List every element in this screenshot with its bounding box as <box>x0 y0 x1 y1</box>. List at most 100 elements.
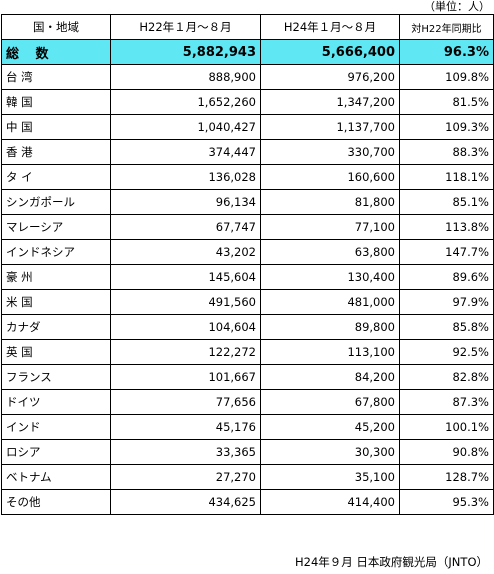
country-name: その他 <box>1 489 111 515</box>
value-h22: 67,747 <box>110 214 261 240</box>
country-name: カナダ <box>1 314 111 340</box>
value-ratio: 147.7% <box>399 239 494 265</box>
table-row: 香 港 374,447 330,700 88.3% <box>1 139 494 165</box>
country-name: インドネシア <box>1 239 111 265</box>
value-h24: 35,100 <box>260 464 400 490</box>
table-row: マレーシア 67,747 77,100 113.8% <box>1 214 494 240</box>
value-h24: 89,800 <box>260 314 400 340</box>
source-note: H24年９月 日本政府観光局（JNTO） <box>294 555 488 569</box>
value-ratio: 85.1% <box>399 189 494 215</box>
unit-note: （単位：人） <box>424 0 490 13</box>
header-h22: H22年１月～８月 <box>110 14 261 40</box>
table-row: シンガポール 96,134 81,800 85.1% <box>1 189 494 215</box>
value-h24: 1,347,200 <box>260 89 400 115</box>
value-h24: 1,137,700 <box>260 114 400 140</box>
value-h22: 136,028 <box>110 164 261 190</box>
value-h22: 27,270 <box>110 464 261 490</box>
country-name: ドイツ <box>1 389 111 415</box>
value-ratio: 118.1% <box>399 164 494 190</box>
value-ratio: 95.3% <box>399 489 494 515</box>
country-name: 英 国 <box>1 339 111 365</box>
value-h22: 33,365 <box>110 439 261 465</box>
value-ratio: 82.8% <box>399 364 494 390</box>
value-ratio: 81.5% <box>399 89 494 115</box>
table-row: カナダ 104,604 89,800 85.8% <box>1 314 494 340</box>
country-name: マレーシア <box>1 214 111 240</box>
value-ratio: 109.8% <box>399 64 494 90</box>
value-h24: 414,400 <box>260 489 400 515</box>
value-ratio: 92.5% <box>399 339 494 365</box>
value-ratio: 88.3% <box>399 139 494 165</box>
country-name: インド <box>1 414 111 440</box>
table-row: 中 国 1,040,427 1,137,700 109.3% <box>1 114 494 140</box>
header-region: 国・地域 <box>1 14 111 40</box>
table-row: タ イ 136,028 160,600 118.1% <box>1 164 494 190</box>
value-h22: 101,667 <box>110 364 261 390</box>
country-name: 米 国 <box>1 289 111 315</box>
value-h22: 145,604 <box>110 264 261 290</box>
value-h22: 434,625 <box>110 489 261 515</box>
country-name: タ イ <box>1 164 111 190</box>
table-row: 台 湾 888,900 976,200 109.8% <box>1 64 494 90</box>
value-h24: 976,200 <box>260 64 400 90</box>
value-ratio: 100.1% <box>399 414 494 440</box>
value-h22: 1,040,427 <box>110 114 261 140</box>
value-h22: 122,272 <box>110 339 261 365</box>
value-h24: 330,700 <box>260 139 400 165</box>
value-h22: 96,134 <box>110 189 261 215</box>
country-name: 豪 州 <box>1 264 111 290</box>
table-row: 英 国 122,272 113,100 92.5% <box>1 339 494 365</box>
value-h24: 63,800 <box>260 239 400 265</box>
value-h22: 491,560 <box>110 289 261 315</box>
value-ratio: 109.3% <box>399 114 494 140</box>
value-h24: 81,800 <box>260 189 400 215</box>
value-h22: 77,656 <box>110 389 261 415</box>
value-ratio: 97.9% <box>399 289 494 315</box>
value-h24: 113,100 <box>260 339 400 365</box>
country-name: シンガポール <box>1 189 111 215</box>
country-name: ベトナム <box>1 464 111 490</box>
header-ratio: 対H22年同期比 <box>399 14 494 40</box>
value-h24: 130,400 <box>260 264 400 290</box>
value-h24: 45,200 <box>260 414 400 440</box>
table-row: ベトナム 27,270 35,100 128.7% <box>1 464 494 490</box>
country-name: 香 港 <box>1 139 111 165</box>
value-ratio: 87.3% <box>399 389 494 415</box>
total-ratio: 96.3% <box>399 39 494 65</box>
table-row: その他 434,625 414,400 95.3% <box>1 489 494 515</box>
table-row: 韓 国 1,652,260 1,347,200 81.5% <box>1 89 494 115</box>
value-ratio: 85.8% <box>399 314 494 340</box>
value-ratio: 113.8% <box>399 214 494 240</box>
value-h24: 30,300 <box>260 439 400 465</box>
value-h24: 160,600 <box>260 164 400 190</box>
total-h24: 5,666,400 <box>260 39 400 65</box>
country-name: 韓 国 <box>1 89 111 115</box>
value-h22: 374,447 <box>110 139 261 165</box>
value-h24: 67,800 <box>260 389 400 415</box>
visitor-table: 国・地域 H22年１月～８月 H24年１月～８月 対H22年同期比 総 数 5,… <box>1 14 494 515</box>
value-h24: 481,000 <box>260 289 400 315</box>
value-h22: 104,604 <box>110 314 261 340</box>
header-row: 国・地域 H22年１月～８月 H24年１月～８月 対H22年同期比 <box>1 14 494 40</box>
country-name: 中 国 <box>1 114 111 140</box>
table-row: ロシア 33,365 30,300 90.8% <box>1 439 494 465</box>
country-name: ロシア <box>1 439 111 465</box>
total-label: 総 数 <box>1 39 111 65</box>
total-h22: 5,882,943 <box>110 39 261 65</box>
country-name: 台 湾 <box>1 64 111 90</box>
table-row: 米 国 491,560 481,000 97.9% <box>1 289 494 315</box>
value-h24: 77,100 <box>260 214 400 240</box>
value-ratio: 128.7% <box>399 464 494 490</box>
value-h22: 43,202 <box>110 239 261 265</box>
value-h22: 1,652,260 <box>110 89 261 115</box>
value-h24: 84,200 <box>260 364 400 390</box>
value-ratio: 90.8% <box>399 439 494 465</box>
total-row: 総 数 5,882,943 5,666,400 96.3% <box>1 39 494 65</box>
country-name: フランス <box>1 364 111 390</box>
table-row: 豪 州 145,604 130,400 89.6% <box>1 264 494 290</box>
value-h22: 888,900 <box>110 64 261 90</box>
table-row: ドイツ 77,656 67,800 87.3% <box>1 389 494 415</box>
value-h22: 45,176 <box>110 414 261 440</box>
table-row: インドネシア 43,202 63,800 147.7% <box>1 239 494 265</box>
